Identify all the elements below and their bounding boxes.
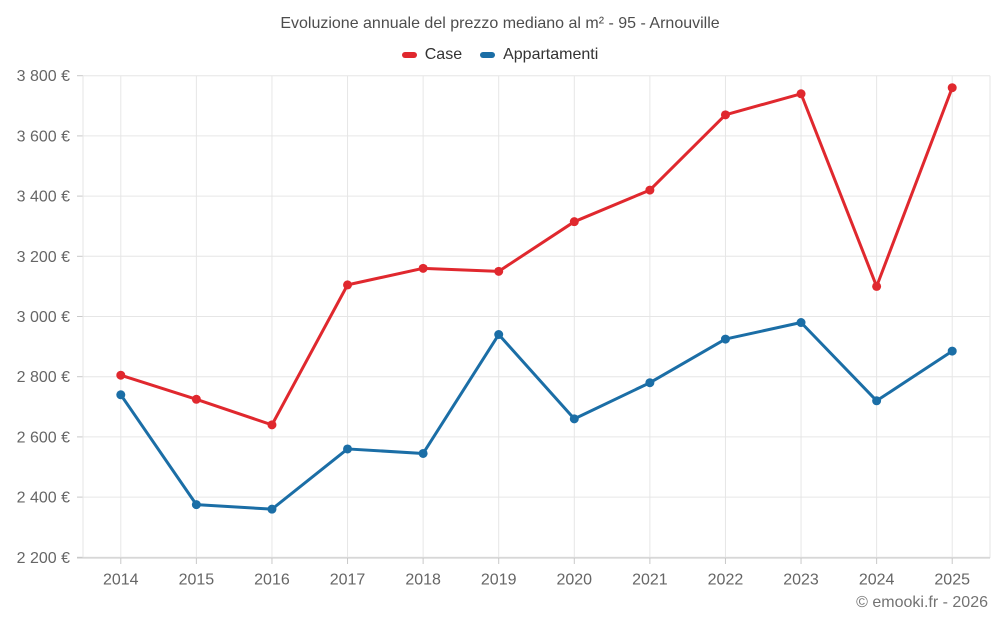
x-axis-label: 2024 [859,572,895,589]
data-point-case-2025[interactable] [947,83,957,93]
legend-label: Appartamenti [503,46,599,63]
legend-swatch-icon [480,52,496,58]
y-axis-label: 2 600 € [17,429,70,446]
y-axis-label: 2 400 € [17,490,70,507]
data-point-appartamenti-2019[interactable] [494,330,504,340]
data-point-appartamenti-2021[interactable] [645,378,655,388]
data-point-case-2014[interactable] [116,370,126,380]
x-axis-label: 2022 [708,572,744,589]
chart-title: Evoluzione annuale del prezzo mediano al… [280,15,720,32]
data-point-appartamenti-2017[interactable] [343,444,353,454]
credit-text: © emooki.fr - 2026 [856,594,988,611]
series-line-appartamenti [119,321,954,511]
x-axis-label: 2020 [556,572,592,589]
legend-item-appartamenti[interactable]: Appartamenti [480,46,598,64]
data-point-case-2015[interactable] [191,394,201,404]
legend-swatch-icon [401,52,417,58]
data-point-case-2016[interactable] [267,420,277,430]
data-point-appartamenti-2022[interactable] [720,334,730,344]
y-axis-label: 3 000 € [17,309,70,326]
x-axis-label: 2014 [103,572,139,589]
y-axis-label: 3 200 € [17,249,70,266]
data-point-appartamenti-2015[interactable] [191,500,201,510]
data-point-appartamenti-2025[interactable] [947,346,957,356]
legend-item-case[interactable]: Case [401,46,463,64]
x-axis-label: 2025 [934,572,970,589]
data-point-appartamenti-2016[interactable] [267,504,277,514]
legend: Case Appartamenti [0,46,1000,64]
data-point-case-2021[interactable] [645,185,655,195]
x-axis-label: 2021 [632,572,668,589]
y-axis-label: 3 400 € [17,189,70,206]
series-line-case [119,86,954,427]
x-axis-label: 2016 [254,572,290,589]
x-axis-label: 2018 [405,572,441,589]
data-point-appartamenti-2024[interactable] [872,396,882,406]
data-point-appartamenti-2014[interactable] [116,390,126,400]
y-axis-label: 2 800 € [17,369,70,386]
data-point-case-2023[interactable] [796,89,806,99]
data-point-appartamenti-2018[interactable] [418,448,428,458]
data-point-case-2022[interactable] [720,110,730,120]
data-point-appartamenti-2020[interactable] [569,414,579,424]
data-point-case-2017[interactable] [343,280,353,290]
y-axis-label: 3 600 € [17,128,70,145]
y-axis-label: 2 200 € [17,550,70,567]
legend-label: Case [424,46,463,63]
data-point-appartamenti-2023[interactable] [796,318,806,328]
y-axis-label: 3 800 € [17,68,70,85]
x-axis-label: 2019 [481,572,517,589]
x-axis-label: 2023 [783,572,819,589]
data-point-case-2019[interactable] [494,266,504,276]
x-axis-label: 2015 [179,572,215,589]
data-point-case-2018[interactable] [418,263,428,273]
data-point-case-2024[interactable] [872,281,882,291]
x-axis-label: 2017 [330,572,366,589]
data-point-case-2020[interactable] [569,217,579,227]
